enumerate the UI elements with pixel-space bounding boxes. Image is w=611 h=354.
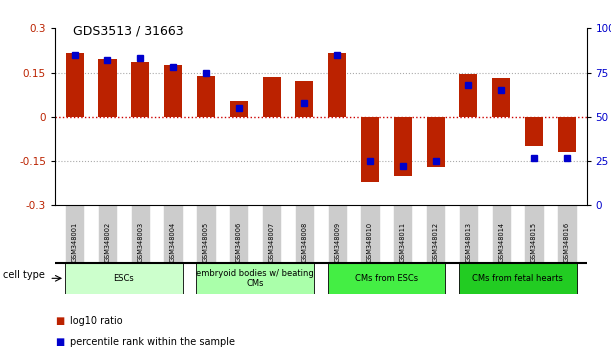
Text: ■: ■ [55, 316, 64, 326]
Polygon shape [131, 205, 150, 263]
Polygon shape [459, 205, 478, 263]
Bar [327, 263, 445, 294]
Polygon shape [196, 205, 216, 263]
Bar [295, 81, 313, 117]
Text: GSM348007: GSM348007 [269, 222, 274, 262]
Bar [98, 59, 117, 117]
Bar [459, 74, 477, 117]
Bar [525, 117, 543, 146]
Polygon shape [163, 205, 183, 263]
Text: CMs from fetal hearts: CMs from fetal hearts [472, 274, 563, 283]
Text: GSM348006: GSM348006 [236, 222, 242, 262]
Text: GSM348001: GSM348001 [71, 222, 78, 262]
Text: GSM348013: GSM348013 [466, 222, 472, 262]
Text: GSM348015: GSM348015 [531, 222, 537, 262]
Text: GSM348005: GSM348005 [203, 222, 209, 262]
Bar [393, 117, 412, 176]
Bar [263, 77, 280, 117]
Text: ESCs: ESCs [114, 274, 134, 283]
Bar [131, 62, 149, 117]
Polygon shape [426, 205, 445, 263]
Text: cell type: cell type [3, 270, 45, 280]
Polygon shape [557, 205, 577, 263]
Polygon shape [327, 205, 347, 263]
Text: GSM348014: GSM348014 [498, 222, 504, 262]
Text: GSM348009: GSM348009 [334, 222, 340, 262]
Polygon shape [393, 205, 412, 263]
Polygon shape [98, 205, 117, 263]
Polygon shape [360, 205, 379, 263]
Bar [65, 263, 183, 294]
Text: GSM348010: GSM348010 [367, 222, 373, 262]
Bar [459, 263, 577, 294]
Polygon shape [65, 205, 84, 263]
Polygon shape [492, 205, 511, 263]
Polygon shape [295, 205, 314, 263]
Text: GSM348003: GSM348003 [137, 222, 144, 262]
Text: GSM348004: GSM348004 [170, 222, 176, 262]
Bar [197, 75, 215, 117]
Polygon shape [229, 205, 249, 263]
Text: ■: ■ [55, 337, 64, 347]
Text: embryoid bodies w/ beating
CMs: embryoid bodies w/ beating CMs [196, 269, 314, 288]
Text: percentile rank within the sample: percentile rank within the sample [70, 337, 235, 347]
Text: GDS3513 / 31663: GDS3513 / 31663 [73, 25, 184, 38]
Text: GSM348011: GSM348011 [400, 222, 406, 262]
Text: GSM348002: GSM348002 [104, 222, 111, 262]
Bar [492, 79, 510, 117]
Bar [328, 53, 346, 117]
Bar [361, 117, 379, 182]
Bar [196, 263, 314, 294]
Text: CMs from ESCs: CMs from ESCs [355, 274, 418, 283]
Text: GSM348016: GSM348016 [564, 222, 570, 262]
Text: GSM348008: GSM348008 [301, 222, 307, 262]
Bar [65, 53, 84, 117]
Bar [426, 117, 445, 167]
Text: log10 ratio: log10 ratio [70, 316, 123, 326]
Polygon shape [524, 205, 544, 263]
Bar [164, 65, 182, 117]
Bar [230, 101, 248, 117]
Polygon shape [262, 205, 281, 263]
Bar [558, 117, 576, 152]
Text: GSM348012: GSM348012 [433, 222, 439, 262]
